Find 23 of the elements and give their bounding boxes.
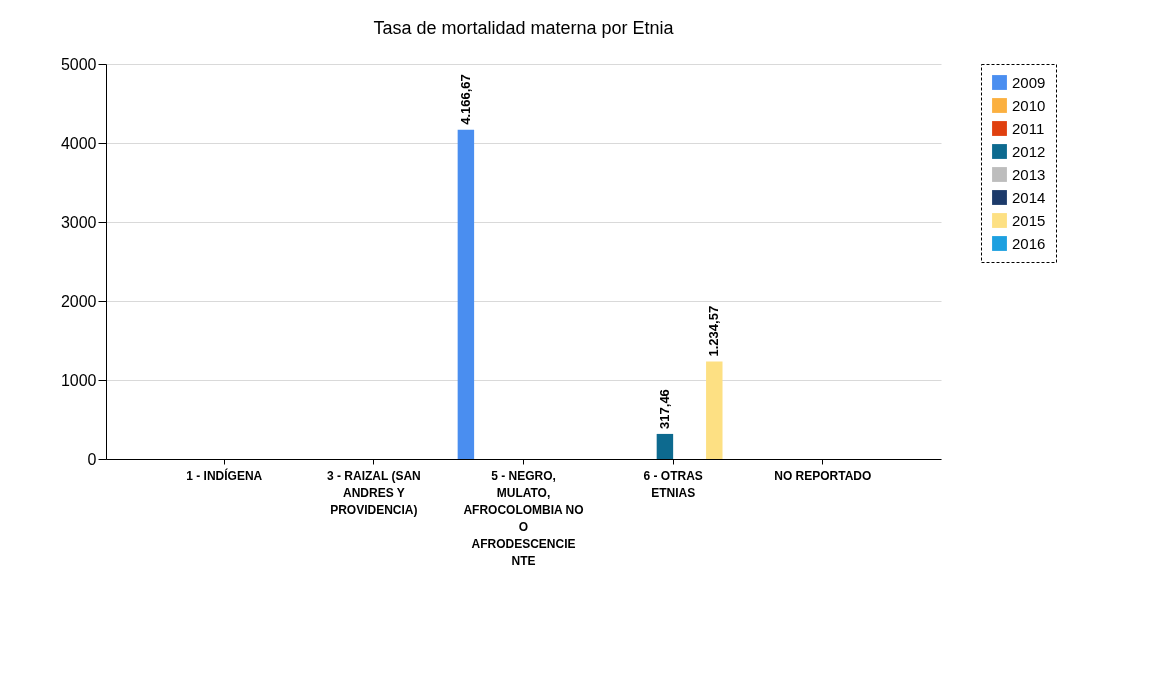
legend-label: 2011: [1012, 119, 1045, 137]
chart-title: Tasa de mortalidad materna por Etnia: [373, 18, 675, 38]
legend-label: 2013: [1012, 165, 1046, 183]
legend-label: 2010: [1012, 96, 1046, 114]
x-tick-label: 6 - OTRAS ETNIAS: [643, 468, 703, 500]
legend-label: 2012: [1012, 142, 1046, 160]
legend-label: 2014: [1012, 188, 1046, 206]
y-tick-label: 4000: [60, 134, 97, 152]
data-label: 317,46: [656, 389, 672, 429]
x-tick-label: 3 - RAIZAL (SAN ANDRES Y PROVIDENCIA): [326, 468, 421, 517]
y-tick-label: 3000: [60, 213, 97, 231]
legend-label: 2016: [1012, 234, 1046, 252]
data-label: 1.234,57: [706, 305, 722, 357]
y-tick-label: 5000: [60, 55, 97, 73]
x-tick-label: 1 - INDÍGENA: [186, 467, 263, 483]
y-tick-label: 1000: [60, 371, 97, 389]
legend-label: 2009: [1012, 73, 1046, 91]
y-tick-label: 0: [87, 450, 97, 468]
data-label: 4.166,67: [457, 74, 473, 125]
x-tick-label: 5 - NEGRO, MULATO, AFROCOLOMBIA NO O AFRODESCENCIENTE: [463, 468, 584, 568]
x-tick-label: NO REPORTADO: [774, 468, 872, 483]
legend-label: 2015: [1012, 211, 1046, 229]
y-tick-label: 2000: [60, 292, 97, 310]
